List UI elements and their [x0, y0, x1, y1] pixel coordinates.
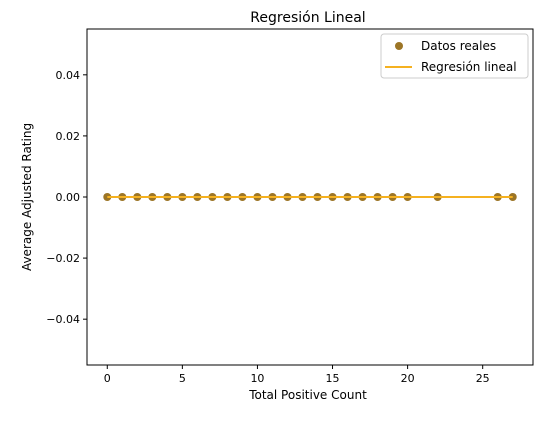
- x-tick-label: 5: [179, 372, 186, 385]
- x-axis: 0 5 10 15 20 25: [104, 365, 490, 385]
- y-tick-label: −0.02: [46, 252, 80, 265]
- y-axis-label: Average Adjusted Rating: [20, 123, 34, 271]
- x-tick-label: 25: [476, 372, 490, 385]
- y-tick-label: 0.00: [56, 191, 81, 204]
- chart-title: Regresión Lineal: [250, 10, 365, 26]
- legend-label: Datos reales: [421, 39, 496, 53]
- x-tick-label: 20: [401, 372, 415, 385]
- y-tick-label: 0.04: [56, 69, 81, 82]
- x-tick-label: 0: [104, 372, 111, 385]
- legend-label: Regresión lineal: [421, 60, 517, 74]
- y-tick-label: 0.02: [56, 130, 81, 143]
- plot-layer: [103, 193, 517, 201]
- y-tick-label: −0.04: [46, 313, 80, 326]
- x-tick-label: 10: [250, 372, 264, 385]
- legend: Datos reales Regresión lineal: [380, 33, 529, 79]
- legend-marker-scatter: [395, 42, 403, 50]
- legend-box: [380, 33, 529, 79]
- x-axis-label: Total Positive Count: [248, 388, 367, 402]
- x-tick-label: 15: [326, 372, 340, 385]
- y-axis: 0.04 0.02 0.00 −0.02 −0.04: [46, 69, 87, 326]
